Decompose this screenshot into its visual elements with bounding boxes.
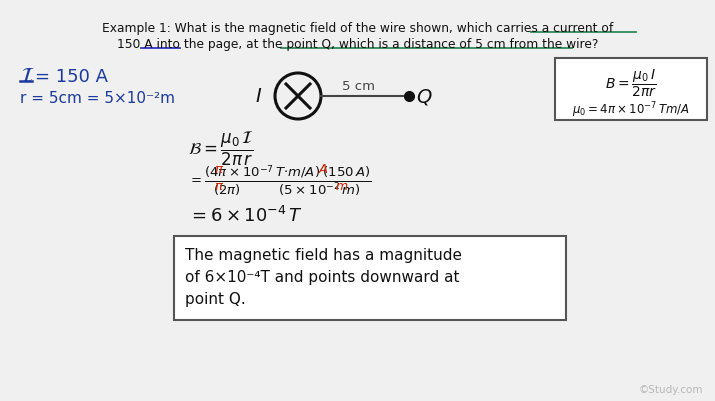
Text: $\pi$: $\pi$ bbox=[214, 162, 225, 176]
Text: The magnetic field has a magnitude
of 6×10⁻⁴T and points downward at
point Q.: The magnetic field has a magnitude of 6×… bbox=[185, 247, 462, 307]
Text: $Q$: $Q$ bbox=[416, 87, 433, 107]
Text: $B = \dfrac{\mu_0\, I}{2\pi r}$: $B = \dfrac{\mu_0\, I}{2\pi r}$ bbox=[605, 68, 657, 99]
Text: = 150 A: = 150 A bbox=[35, 68, 108, 86]
FancyBboxPatch shape bbox=[174, 237, 566, 320]
Text: $= 6\times10^{-4}\,T$: $= 6\times10^{-4}\,T$ bbox=[188, 205, 303, 225]
Text: $\mathcal{I}$: $\mathcal{I}$ bbox=[20, 66, 34, 86]
Text: 5 cm: 5 cm bbox=[342, 80, 375, 93]
Text: $\mathit{A}$: $\mathit{A}$ bbox=[318, 162, 329, 176]
Text: $\mathcal{B}= \dfrac{\mu_0\,\mathcal{I}}{2\pi\, r}$: $\mathcal{B}= \dfrac{\mu_0\,\mathcal{I}}… bbox=[188, 130, 253, 168]
FancyBboxPatch shape bbox=[555, 59, 707, 121]
Text: $= \dfrac{(4\pi\times10^{-7}\,T{\cdot}m/A)\;(150\,A)}{(2\pi)\quad\quad\quad(5\ti: $= \dfrac{(4\pi\times10^{-7}\,T{\cdot}m/… bbox=[188, 162, 372, 197]
Text: Example 1: What is the magnetic field of the wire shown, which carries a current: Example 1: What is the magnetic field of… bbox=[102, 22, 613, 35]
Text: $\mu_0 = 4\pi\times10^{-7}\,Tm/A$: $\mu_0 = 4\pi\times10^{-7}\,Tm/A$ bbox=[572, 100, 690, 119]
Text: 150 A into the page, at the point Q, which is a distance of 5 cm from the wire?: 150 A into the page, at the point Q, whi… bbox=[117, 38, 598, 51]
Text: $\pi$: $\pi$ bbox=[214, 180, 225, 192]
Text: $I$: $I$ bbox=[255, 87, 262, 106]
Text: ©Study.com: ©Study.com bbox=[638, 384, 703, 394]
Text: $m$: $m$ bbox=[335, 180, 348, 192]
Text: r = 5cm = 5×10⁻²m: r = 5cm = 5×10⁻²m bbox=[20, 91, 175, 106]
